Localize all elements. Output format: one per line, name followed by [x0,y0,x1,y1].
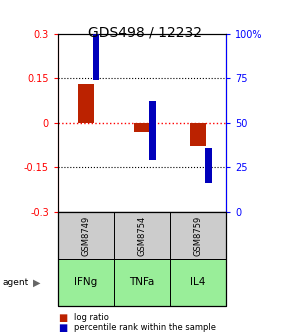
Text: GSM8759: GSM8759 [194,216,203,256]
Text: GDS498 / 12232: GDS498 / 12232 [88,25,202,39]
Text: ▶: ▶ [33,278,41,287]
Text: TNFa: TNFa [129,278,155,287]
Text: GSM8749: GSM8749 [81,216,90,256]
Bar [190,123,206,146]
Text: ■: ■ [58,323,67,333]
Text: GSM8754: GSM8754 [137,216,147,256]
Bar [134,123,150,131]
Bar [93,0,99,80]
Text: log ratio: log ratio [74,313,109,322]
Text: ■: ■ [58,312,67,323]
Bar [78,84,94,123]
Bar [205,148,212,183]
Text: IFNg: IFNg [75,278,98,287]
Text: IL4: IL4 [191,278,206,287]
Text: agent: agent [3,278,29,287]
Bar [149,101,155,160]
Text: percentile rank within the sample: percentile rank within the sample [74,323,216,332]
